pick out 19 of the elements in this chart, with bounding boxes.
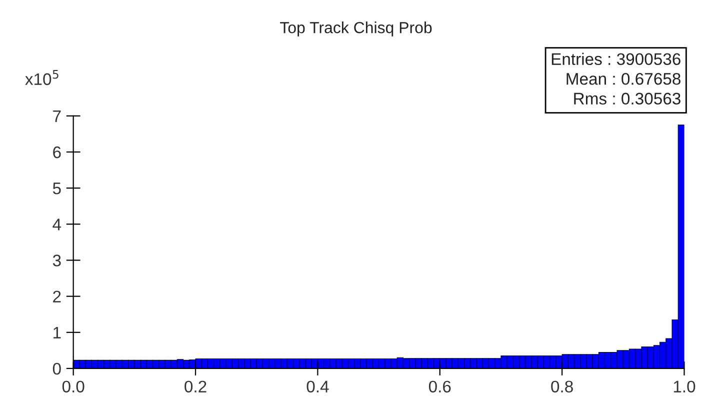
- y-tick-label: 1: [54, 326, 61, 338]
- x-tick-label: 0.4: [306, 380, 329, 393]
- y-tick-label: 3: [52, 254, 61, 266]
- y-tick-label: 0: [52, 362, 61, 375]
- text: Rms : 0.30563: [574, 92, 680, 105]
- y-tick-label: 6: [53, 146, 61, 158]
- x-tick-label: 0.6: [428, 380, 451, 393]
- x-tick-label: 0.2: [184, 380, 206, 393]
- x-tick-label: 1.0: [674, 380, 696, 393]
- text: Mean : 0.67658: [566, 72, 680, 85]
- y-tick-label: 5: [52, 182, 61, 194]
- y-tick-label: 4: [52, 218, 62, 230]
- x-tick-label: 0.0: [62, 380, 84, 393]
- y-axis-title: x10$^{5}$: [25, 70, 58, 86]
- chart-title: Top Track Chisq Prob: [280, 22, 432, 36]
- y-tick-label: 2: [53, 290, 61, 302]
- y-tick-label: 7: [53, 110, 61, 122]
- text: Entries : 3900536: [552, 52, 680, 66]
- x-tick-label: 0.8: [551, 380, 573, 393]
